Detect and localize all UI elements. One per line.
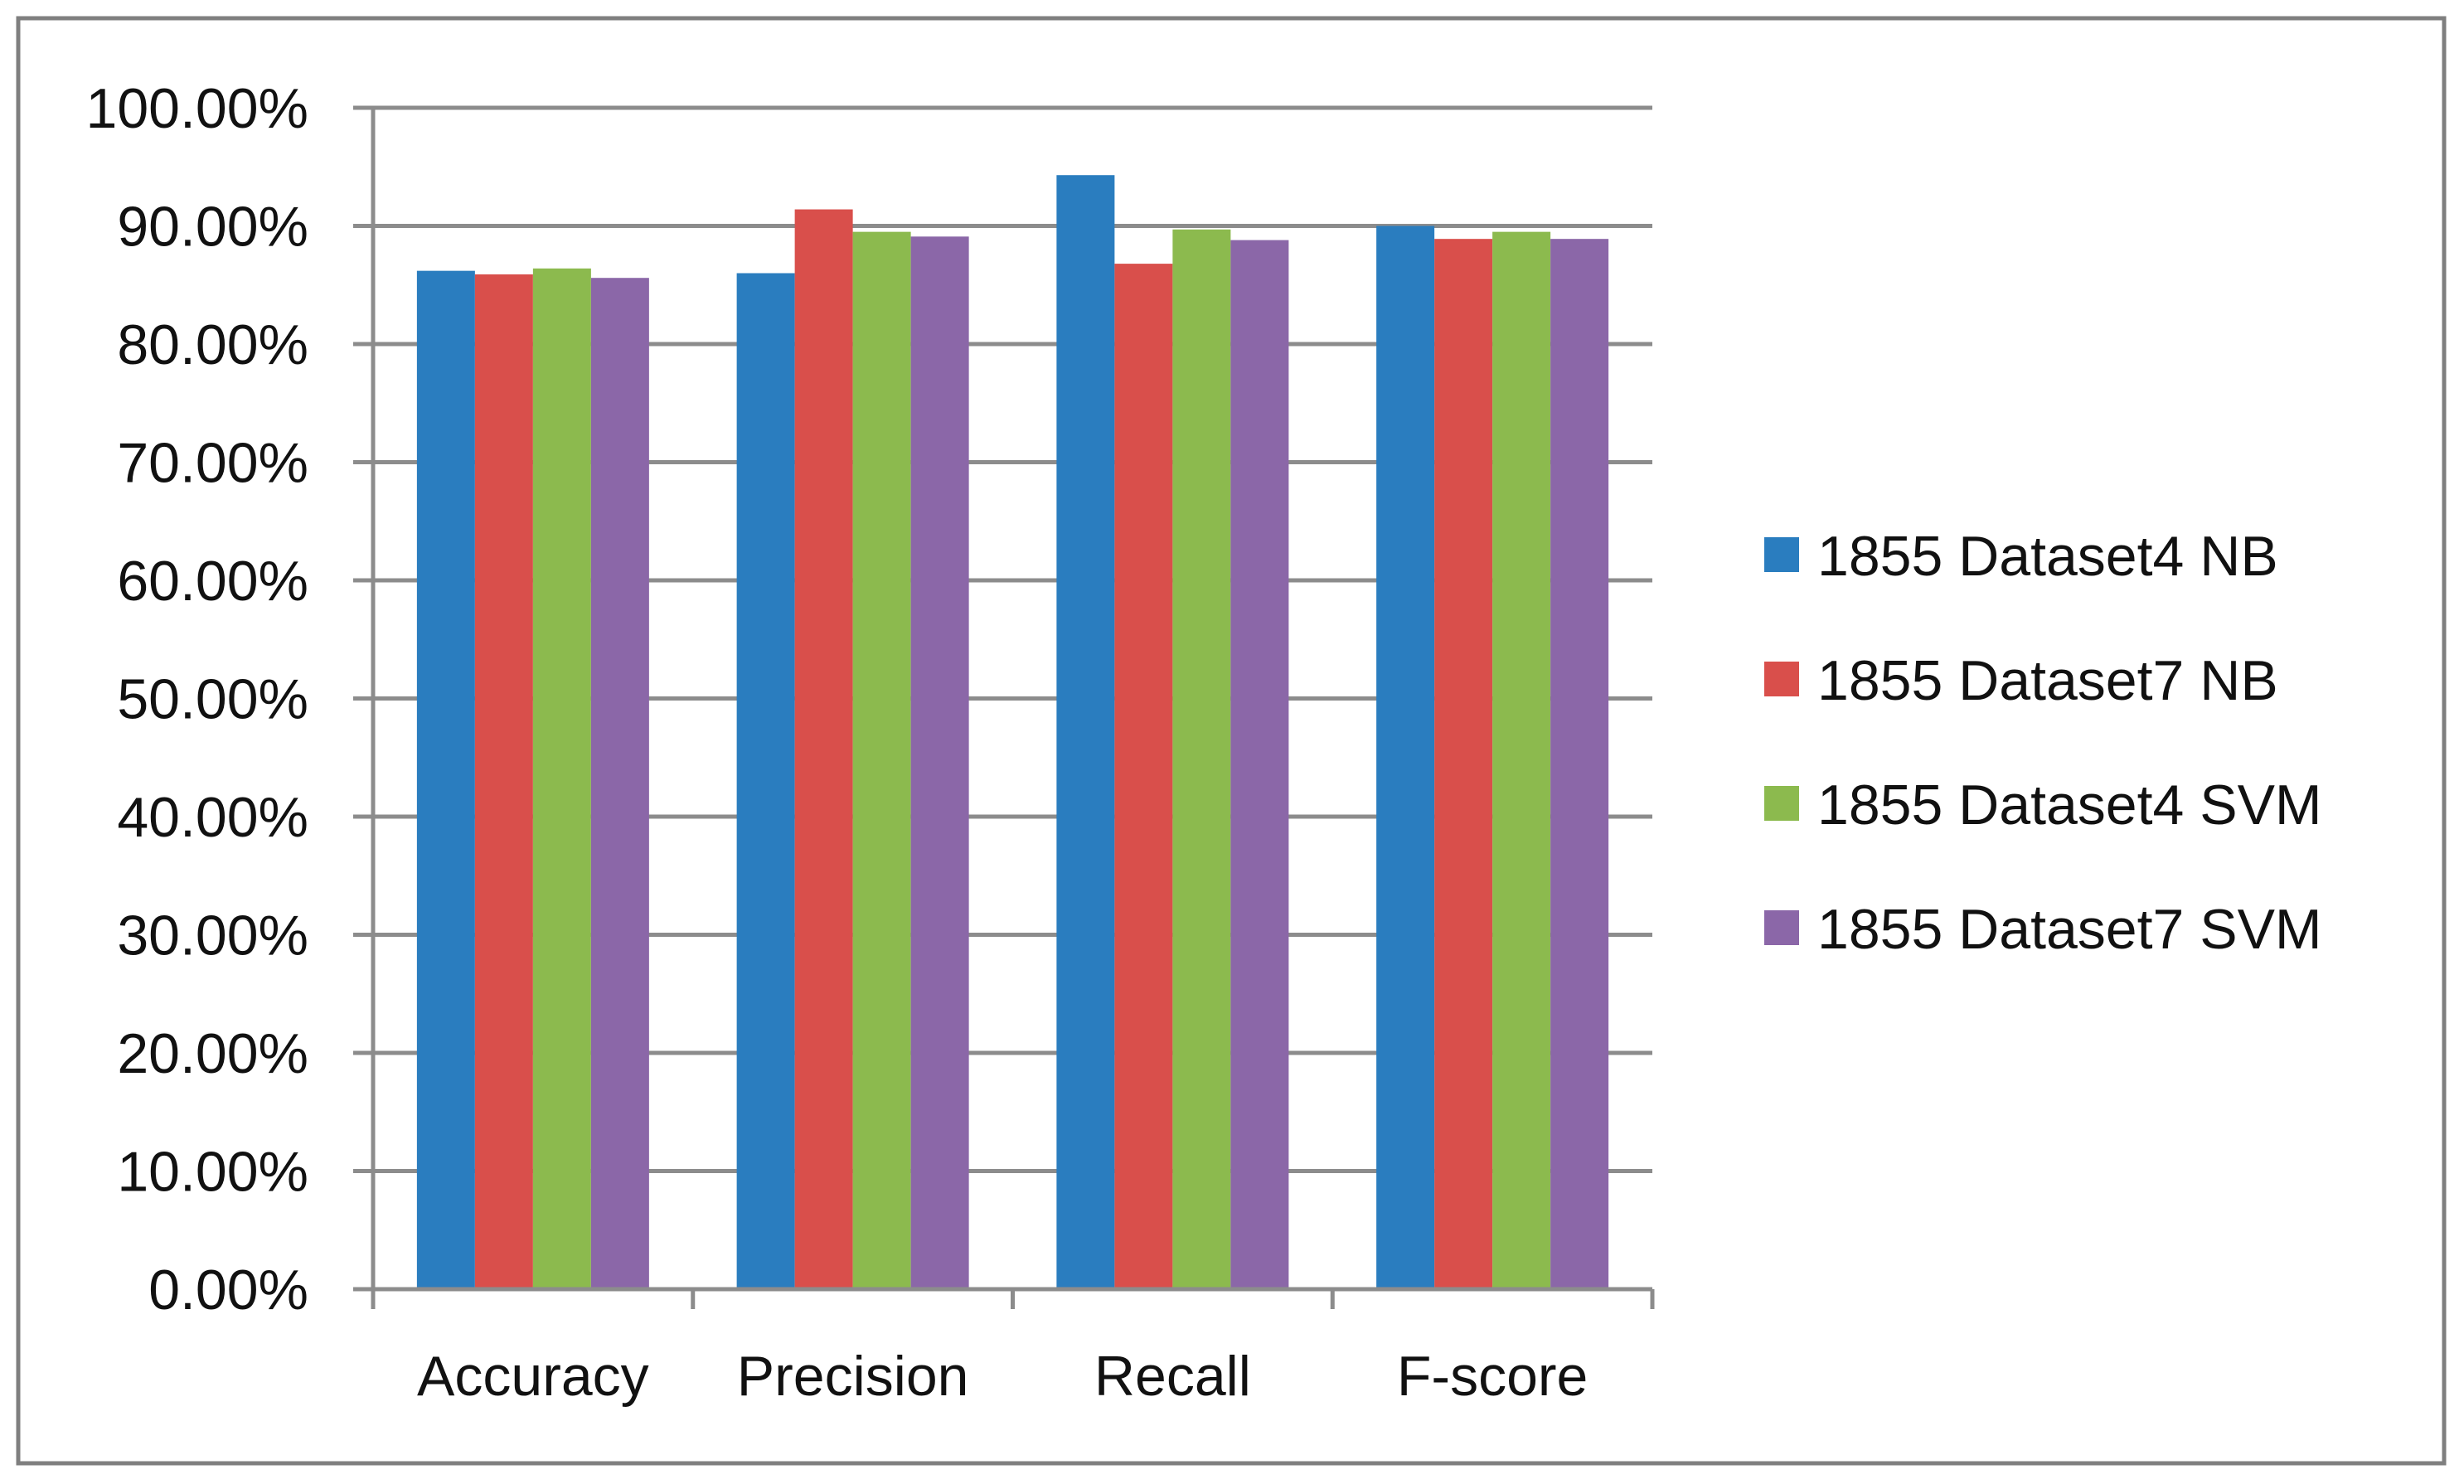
bar-precision-series-1: [736, 273, 795, 1289]
bar-recall-series-2: [1114, 264, 1173, 1290]
y-tick-label: 90.00%: [117, 196, 308, 259]
bar-group: [416, 175, 1609, 1290]
legend: 1855 Dataset4 NB 1855 Dataset7 NB 1855 Dat…: [1764, 525, 2322, 961]
y-tick-label: 10.00%: [117, 1141, 308, 1204]
legend-label: 1855 Dataset7 SVM: [1817, 898, 2322, 961]
bar-recall-series-3: [1172, 229, 1231, 1289]
bar-accuracy-series-1: [416, 270, 475, 1289]
bar-precision-series-2: [794, 209, 853, 1289]
legend-swatch: [1764, 537, 1799, 572]
x-axis-tick-labels: Accuracy Precision Recall F-score: [417, 1345, 1588, 1408]
legend-swatch: [1764, 786, 1799, 821]
y-tick-label: 30.00%: [117, 904, 308, 968]
bar-accuracy-series-4: [590, 278, 649, 1290]
legend-label: 1855 Dataset4 NB: [1817, 525, 2278, 588]
legend-label: 1855 Dataset7 NB: [1817, 649, 2278, 712]
y-tick-label: 100.00%: [86, 77, 308, 140]
x-tick-label: Accuracy: [417, 1345, 649, 1408]
y-axis-tick-labels: 0.00% 10.00% 20.00% 30.00% 40.00% 50.00% 60.00…: [86, 77, 308, 1322]
x-tick-label: Precision: [737, 1345, 969, 1408]
bar-recall-series-4: [1230, 240, 1289, 1290]
y-tick-label: 0.00%: [148, 1258, 308, 1322]
bar-accuracy-series-3: [532, 268, 591, 1289]
y-tick-label: 70.00%: [117, 432, 308, 495]
axes: [353, 108, 1655, 1309]
y-tick-label: 60.00%: [117, 550, 308, 613]
legend-swatch: [1764, 662, 1799, 696]
bar-precision-series-4: [910, 236, 969, 1290]
y-tick-label: 20.00%: [117, 1022, 308, 1085]
x-tick-label: F-score: [1397, 1345, 1588, 1408]
legend-label: 1855 Dataset4 SVM: [1817, 774, 2322, 837]
y-tick-label: 80.00%: [117, 313, 308, 376]
y-tick-label: 50.00%: [117, 668, 308, 731]
bar-f-score-series-4: [1550, 239, 1609, 1289]
x-tick-label: Recall: [1094, 1345, 1251, 1408]
bar-f-score-series-2: [1434, 239, 1493, 1289]
y-tick-label: 40.00%: [117, 786, 308, 849]
bar-recall-series-1: [1056, 175, 1115, 1290]
bar-f-score-series-1: [1376, 226, 1435, 1289]
bar-f-score-series-3: [1492, 231, 1551, 1289]
legend-swatch: [1764, 910, 1799, 945]
bar-precision-series-3: [852, 231, 911, 1289]
bar-accuracy-series-2: [474, 274, 533, 1289]
